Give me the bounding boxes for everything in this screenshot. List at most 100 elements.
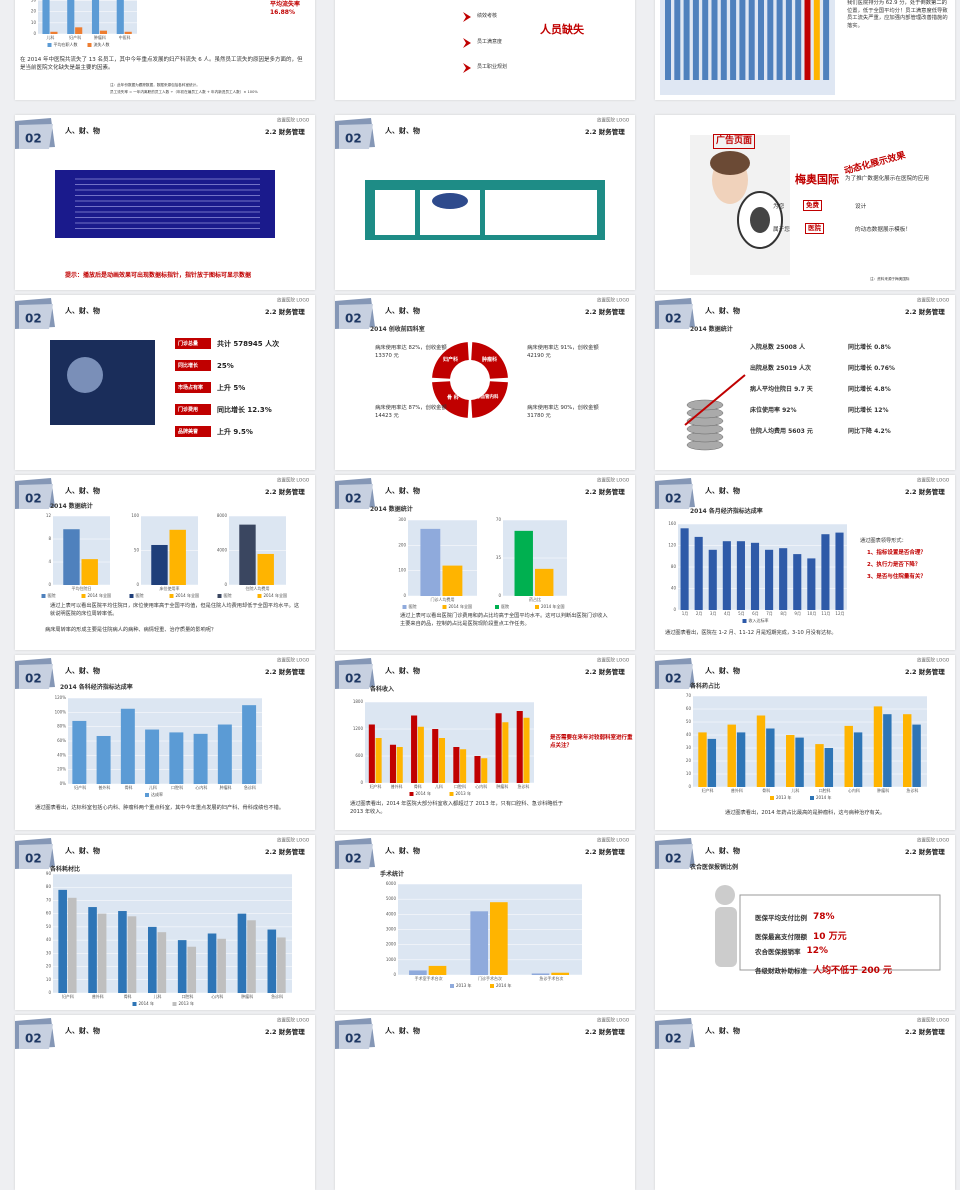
text: 病床使用率达 87%，创收金额 14423 元	[375, 405, 447, 419]
x-tick-label: 4月	[724, 611, 731, 616]
list-item: 门诊费用 同比增长 12.3%	[175, 404, 272, 415]
y-tick-label: 12	[46, 513, 52, 518]
x-tick-label: 心内科	[195, 784, 207, 790]
ring-segment	[471, 342, 508, 379]
text: 我们医院排分为 62.9 分，处于倒数第二的位置，低于全国平均分！员工满意度低导…	[847, 0, 948, 30]
x-tick-label: 3月	[710, 611, 717, 616]
y-tick-label: 0	[360, 780, 363, 785]
bar	[148, 926, 157, 993]
y-tick-label: 1800	[353, 699, 364, 704]
slide-title: 人、财、物	[65, 126, 100, 135]
x-tick-label: 床位使用率	[160, 585, 180, 591]
bar	[531, 973, 550, 975]
bar	[736, 541, 745, 610]
bar	[736, 732, 746, 787]
bar	[91, 0, 100, 34]
text: 病床周转率的形成主要是住院病人的病种、病情轻重、治疗质量的影响呢？	[45, 627, 217, 633]
text: 为您	[773, 204, 785, 210]
number-badge-front	[19, 124, 53, 149]
number-badge-front	[19, 664, 53, 689]
list-item: 门诊总量 共计 578945 人次	[175, 338, 279, 349]
bar	[474, 756, 481, 783]
text: 属于您	[773, 227, 790, 233]
section-number: 02	[25, 492, 42, 506]
list-item: 医保平均支付比例 78%	[755, 912, 835, 922]
legend-swatch	[742, 619, 747, 623]
bar	[722, 541, 731, 610]
text: 梅奥国际	[795, 173, 839, 186]
y-tick-label: 4000	[386, 911, 397, 916]
slide: 02 人、财、物 2.2 财务管理 放置医院 LOGO 0 40 80 120 160 1月 2月 3…	[655, 475, 955, 650]
trend-arrow	[684, 374, 746, 426]
slide-canvas: 02 人、财、物 2.2 财务管理 放置医院 LOGO	[335, 117, 630, 240]
bar	[420, 528, 441, 596]
bar	[67, 897, 77, 993]
chart-image-bar	[665, 0, 671, 80]
logo-placeholder: 放置医院 LOGO	[597, 297, 630, 304]
slide-section: 2.2 财务管理	[585, 667, 625, 676]
bar	[277, 937, 286, 993]
x-tick-label: 10月	[807, 611, 816, 616]
x-tick-label: 1月	[682, 611, 689, 616]
slide: 02 人、财、物 2.2 财务管理 放置医院 LOGO	[655, 1015, 955, 1190]
bar	[217, 938, 226, 993]
number-badge-front	[339, 664, 373, 689]
logo-placeholder: 放置医院 LOGO	[597, 1017, 630, 1024]
legend-label: 2014 年全国	[449, 603, 472, 609]
x-tick-label: 心内科	[475, 783, 487, 789]
bar	[481, 758, 488, 783]
bar	[88, 907, 97, 993]
bar	[120, 708, 135, 784]
bullet-arrow	[463, 63, 471, 73]
page: 010203040506070儿科妇产科肿瘤科中医科平均在职人数流失人数平均流失…	[15, 0, 955, 1190]
legend-label: 2014 年	[496, 982, 511, 988]
legend-label: 2014 年全国	[264, 592, 287, 598]
y-tick-label: 3000	[386, 927, 397, 932]
x-tick-label: 肿瘤科	[877, 787, 889, 793]
x-tick-label: 急诊手术台次	[539, 975, 563, 981]
text: 通过图表看出，2014 年医院大部分科室收入都超过了 2013 年，只有口腔科、…	[350, 801, 563, 815]
section-number: 02	[25, 852, 42, 866]
x-tick-label: 儿科	[791, 787, 799, 793]
logo-placeholder: 放置医院 LOGO	[917, 657, 950, 664]
item-value: 人均不低于 200 元	[813, 966, 893, 976]
y-tick-label: 80	[671, 564, 677, 569]
text: 农合医保报销比例	[690, 864, 739, 871]
list-item: 医保最高支付限额 10 万元	[755, 929, 847, 942]
y-tick-label: 0	[224, 582, 227, 587]
bar	[460, 749, 467, 783]
bar	[453, 747, 460, 783]
y-tick-label: 120	[668, 543, 676, 548]
item-label: 市场占有率	[175, 382, 211, 393]
bar	[470, 911, 489, 975]
slide-canvas: 02 人、财、物 2.2 财务管理 放置医院 LOGO	[335, 1017, 630, 1049]
bar	[96, 735, 111, 784]
x-tick-label: 12月	[835, 611, 844, 616]
x-tick-label: 平均住院日	[72, 585, 92, 591]
bar	[375, 738, 382, 783]
x-tick-label: 妇产科	[69, 34, 81, 40]
text: 提示：播放后是动画效果可出现数据标指针，指针放于图标可显示数据	[65, 272, 252, 279]
figure-body	[715, 907, 737, 967]
number-badge-front	[19, 304, 53, 329]
text: 员工流失率 = 一年内离职的员工人数 ÷（年初在编员工人数 + 年内新进员工人数…	[110, 90, 258, 94]
x-tick-label: 急诊科	[517, 783, 529, 789]
text: 2014 各月经济指标达成率	[690, 508, 763, 515]
legend-label: 2014 年	[416, 790, 431, 796]
bar	[177, 940, 187, 993]
legend-swatch	[217, 594, 222, 598]
x-tick-label: 普外科	[391, 783, 403, 789]
slide: 02 人、财、物 2.2 财务管理 放置医院 LOGO 2014 创收前四科室 病床使用率…	[335, 295, 635, 470]
text: 医院	[805, 223, 824, 235]
slide-canvas: 02 人、财、物 2.2 财务管理 放置医院 LOGO 0 1000 2000 3000 400…	[335, 837, 630, 988]
y-tick-label: 5000	[386, 896, 397, 901]
ring-segment	[432, 342, 469, 379]
legend-swatch	[770, 796, 774, 800]
bar	[535, 568, 554, 596]
legend-label: 医院	[409, 603, 417, 609]
item-value: 同比增长 12%	[848, 407, 889, 414]
bar	[853, 732, 863, 787]
slide-canvas	[660, 0, 835, 95]
item-value: 78%	[813, 912, 835, 922]
